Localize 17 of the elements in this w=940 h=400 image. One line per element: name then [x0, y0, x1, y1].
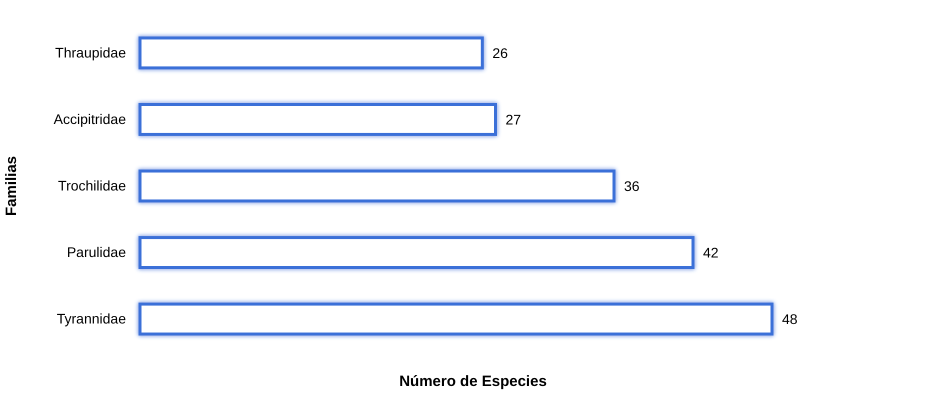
y-tick-label: Accipitridae — [54, 110, 126, 127]
bar — [138, 102, 497, 136]
data-label: 42 — [703, 244, 719, 260]
data-label: 26 — [492, 44, 508, 61]
bar — [138, 36, 484, 70]
y-axis-title: Familias — [3, 156, 20, 216]
data-label: 36 — [624, 178, 640, 194]
y-tick-label: Thraupidae — [55, 44, 126, 60]
data-label: 48 — [782, 310, 798, 327]
y-tick-label: Trochilidae — [58, 177, 126, 194]
x-axis-title: Número de Especies — [399, 373, 547, 390]
bar — [138, 236, 694, 270]
data-label: 27 — [506, 111, 522, 128]
y-tick-label: Parulidae — [66, 244, 126, 260]
bar — [138, 170, 616, 202]
y-tick-label: Tyrannidae — [56, 310, 126, 327]
bar — [138, 302, 774, 336]
